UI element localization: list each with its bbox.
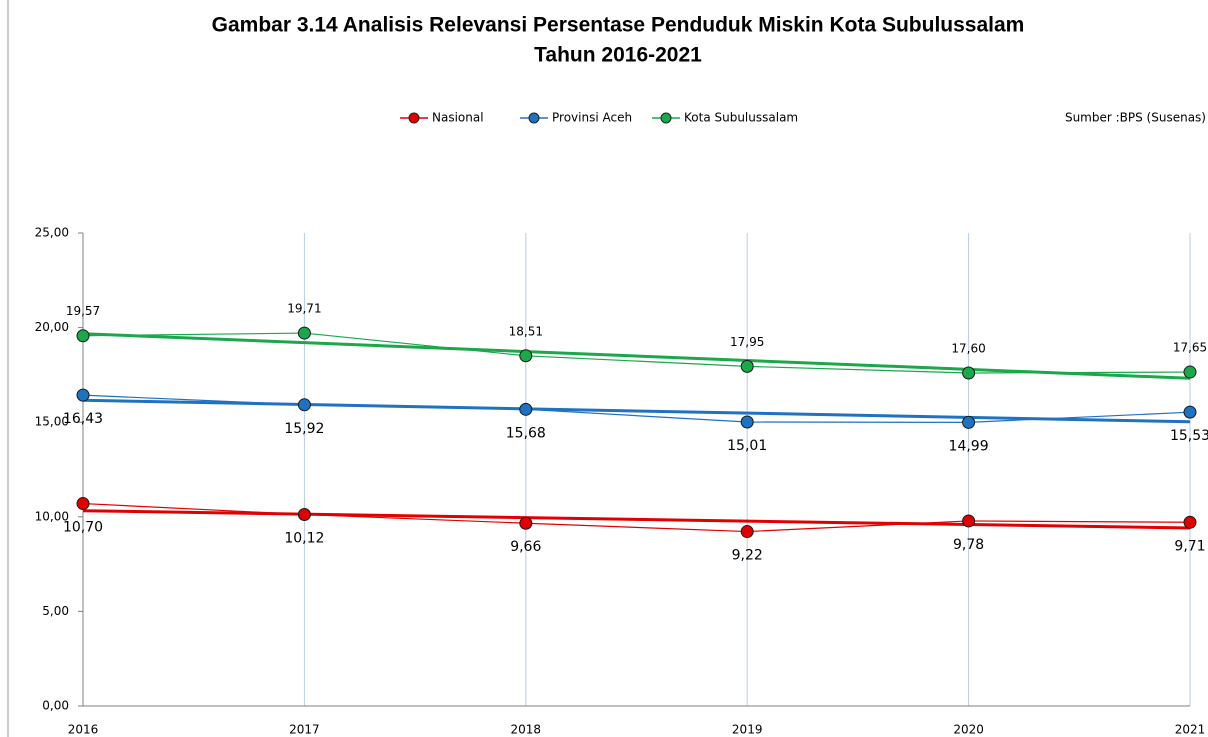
data-label: 10,70	[63, 520, 103, 536]
legend-marker	[528, 112, 540, 124]
series-line	[82, 502, 1191, 533]
data-point	[519, 516, 533, 530]
data-point	[519, 349, 533, 363]
legend-marker	[408, 112, 420, 124]
x-tick-label: 2019	[732, 723, 763, 737]
y-tick-label: 5,00	[42, 604, 69, 618]
data-point	[740, 525, 754, 539]
data-point	[1183, 405, 1197, 419]
data-point	[297, 398, 311, 412]
data-label: 9,22	[732, 548, 763, 564]
data-label: 15,92	[284, 421, 324, 437]
y-tick-label: 0,00	[42, 699, 69, 713]
x-tick-label: 2016	[68, 723, 99, 737]
legend-label: Provinsi Aceh	[552, 111, 632, 125]
data-point	[76, 497, 90, 511]
y-tick-label: 15,00	[35, 415, 69, 429]
data-point	[297, 326, 311, 340]
trendline	[82, 398, 1191, 424]
chart-title: Gambar 3.14 Analisis Relevansi Persentas…	[212, 14, 1025, 37]
x-tick-label: 2017	[289, 723, 320, 737]
x-tick-label: 2018	[511, 723, 542, 737]
data-label: 15,01	[727, 438, 767, 454]
legend-marker	[660, 112, 672, 124]
data-point	[1183, 365, 1197, 379]
x-tick-label: 2020	[953, 723, 984, 737]
data-label: 18,51	[509, 324, 543, 338]
data-label: 17,60	[951, 342, 985, 356]
data-point	[76, 329, 90, 343]
data-label: 17,95	[730, 335, 764, 349]
data-label: 19,57	[66, 304, 100, 318]
data-point	[297, 508, 311, 522]
data-label: 19,71	[287, 302, 321, 316]
trendline	[82, 332, 1191, 380]
data-point	[1183, 515, 1197, 529]
legend-label: Nasional	[432, 111, 484, 125]
data-point	[740, 415, 754, 429]
data-label: 10,12	[284, 531, 324, 547]
data-label: 14,99	[949, 438, 989, 454]
data-point	[740, 359, 754, 373]
data-point	[962, 366, 976, 380]
data-label: 9,71	[1174, 538, 1205, 554]
data-label: 9,66	[510, 539, 541, 555]
source-note: Sumber :BPS (Susenas)	[1065, 111, 1206, 125]
data-label: 17,65	[1173, 341, 1207, 355]
data-point	[76, 388, 90, 402]
x-tick-label: 2021	[1175, 723, 1206, 737]
series-line	[82, 394, 1191, 423]
data-label: 16,43	[63, 411, 103, 427]
legend-label: Kota Subulussalam	[684, 111, 798, 125]
y-tick-label: 25,00	[35, 226, 69, 240]
trendline	[82, 509, 1191, 530]
data-label: 15,68	[506, 425, 546, 441]
data-point	[962, 514, 976, 528]
data-label: 15,53	[1170, 428, 1208, 444]
data-point	[962, 415, 976, 429]
data-label: 9,78	[953, 537, 984, 553]
data-point	[519, 402, 533, 416]
chart-title: Tahun 2016-2021	[534, 44, 702, 67]
series-line	[82, 332, 1191, 374]
y-tick-label: 10,00	[35, 509, 69, 523]
y-tick-label: 20,00	[35, 320, 69, 334]
